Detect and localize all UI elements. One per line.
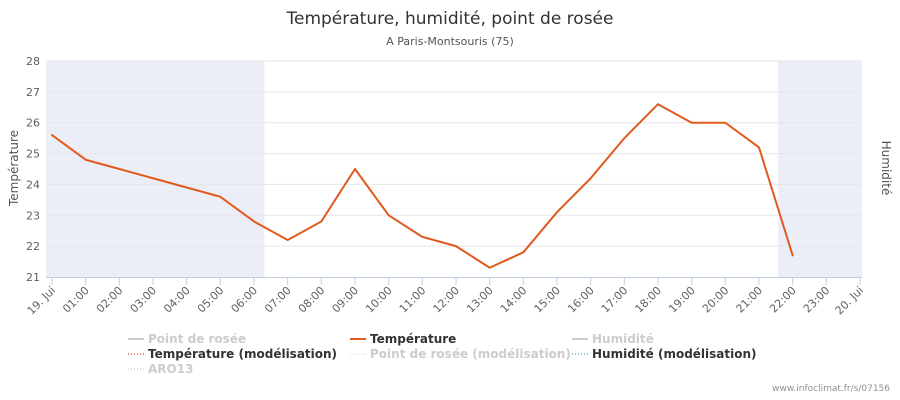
x-tick-label: 06:00 <box>229 284 261 316</box>
x-tick-label: 17:00 <box>599 284 631 316</box>
x-tick-label: 20:00 <box>700 284 732 316</box>
y-tick-label: 25 <box>26 148 40 161</box>
x-tick-label: 22:00 <box>767 284 799 316</box>
x-tick-label: 23:00 <box>801 284 833 316</box>
x-tick-label: 04:00 <box>161 284 193 316</box>
x-tick-label: 13:00 <box>464 284 496 316</box>
x-tick-label: 07:00 <box>262 284 294 316</box>
x-tick-label: 19:00 <box>666 284 698 316</box>
y-axis-ticks: 21 22 23 24 25 26 27 28 <box>26 55 40 284</box>
credits-link[interactable]: www.infoclimat.fr/s/07156 <box>772 384 890 394</box>
x-tick-label: 01:00 <box>60 284 92 316</box>
legend-item[interactable]: ARO13 <box>128 362 193 376</box>
y-tick-label: 23 <box>26 209 40 222</box>
x-tick-label: 21:00 <box>734 284 766 316</box>
x-tick-label: 10:00 <box>363 284 395 316</box>
legend-label: Température <box>370 332 456 346</box>
x-tick-label: 11:00 <box>397 284 429 316</box>
legend-label: Température (modélisation) <box>148 347 337 361</box>
chart-subtitle: A Paris-Montsouris (75) <box>386 35 514 48</box>
legend-item[interactable]: Point de rosée <box>128 332 246 346</box>
y-tick-label: 26 <box>26 117 40 130</box>
x-tick-label: 09:00 <box>330 284 362 316</box>
legend-item[interactable]: Point de rosée (modélisation) <box>350 347 571 361</box>
x-tick-label: 18:00 <box>633 284 665 316</box>
night-bands <box>46 61 862 277</box>
night-band-0 <box>46 61 265 277</box>
legend-label: Humidité (modélisation) <box>592 347 757 361</box>
legend-item[interactable]: Température (modélisation) <box>128 347 337 361</box>
x-tick-label: 19. Jui <box>25 284 58 317</box>
legend: Point de rosée Température Humidité Tempéra… <box>128 332 757 376</box>
x-axis-ticks: 19. Jui 01:00 02:00 03:00 04:00 05:00 06:00 07:… <box>25 277 866 317</box>
chart-title: Température, humidité, point de rosée <box>286 9 614 29</box>
legend-item[interactable]: Humidité <box>572 332 654 346</box>
y-axis-label: Température <box>7 130 21 207</box>
x-tick-label: 05:00 <box>195 284 227 316</box>
x-tick-label: 03:00 <box>128 284 160 316</box>
titles: Température, humidité, point de rosée A … <box>7 9 893 207</box>
legend-label: ARO13 <box>148 362 193 376</box>
x-tick-label: 12:00 <box>431 284 463 316</box>
x-tick-label: 02:00 <box>94 284 126 316</box>
night-band-1 <box>778 61 862 277</box>
legend-label: Humidité <box>592 332 654 346</box>
y-tick-label: 21 <box>26 271 40 284</box>
series-group <box>51 103 794 269</box>
x-tick-label: 20. Jui <box>833 284 866 317</box>
legend-label: Point de rosée <box>148 332 246 346</box>
legend-label: Point de rosée (modélisation) <box>370 347 571 361</box>
x-tick-label: 15:00 <box>532 284 564 316</box>
y2-axis-label: Humidité <box>879 141 893 196</box>
x-tick-label: 14:00 <box>498 284 530 316</box>
x-tick-label: 16:00 <box>565 284 597 316</box>
x-tick-label: 08:00 <box>296 284 328 316</box>
legend-item[interactable]: Température <box>350 332 456 346</box>
y-tick-label: 28 <box>26 55 40 68</box>
legend-item[interactable]: Humidité (modélisation) <box>572 347 757 361</box>
y-tick-label: 22 <box>26 240 40 253</box>
y-tick-label: 27 <box>26 86 40 99</box>
gridlines <box>46 60 862 247</box>
y-tick-label: 24 <box>26 178 40 191</box>
